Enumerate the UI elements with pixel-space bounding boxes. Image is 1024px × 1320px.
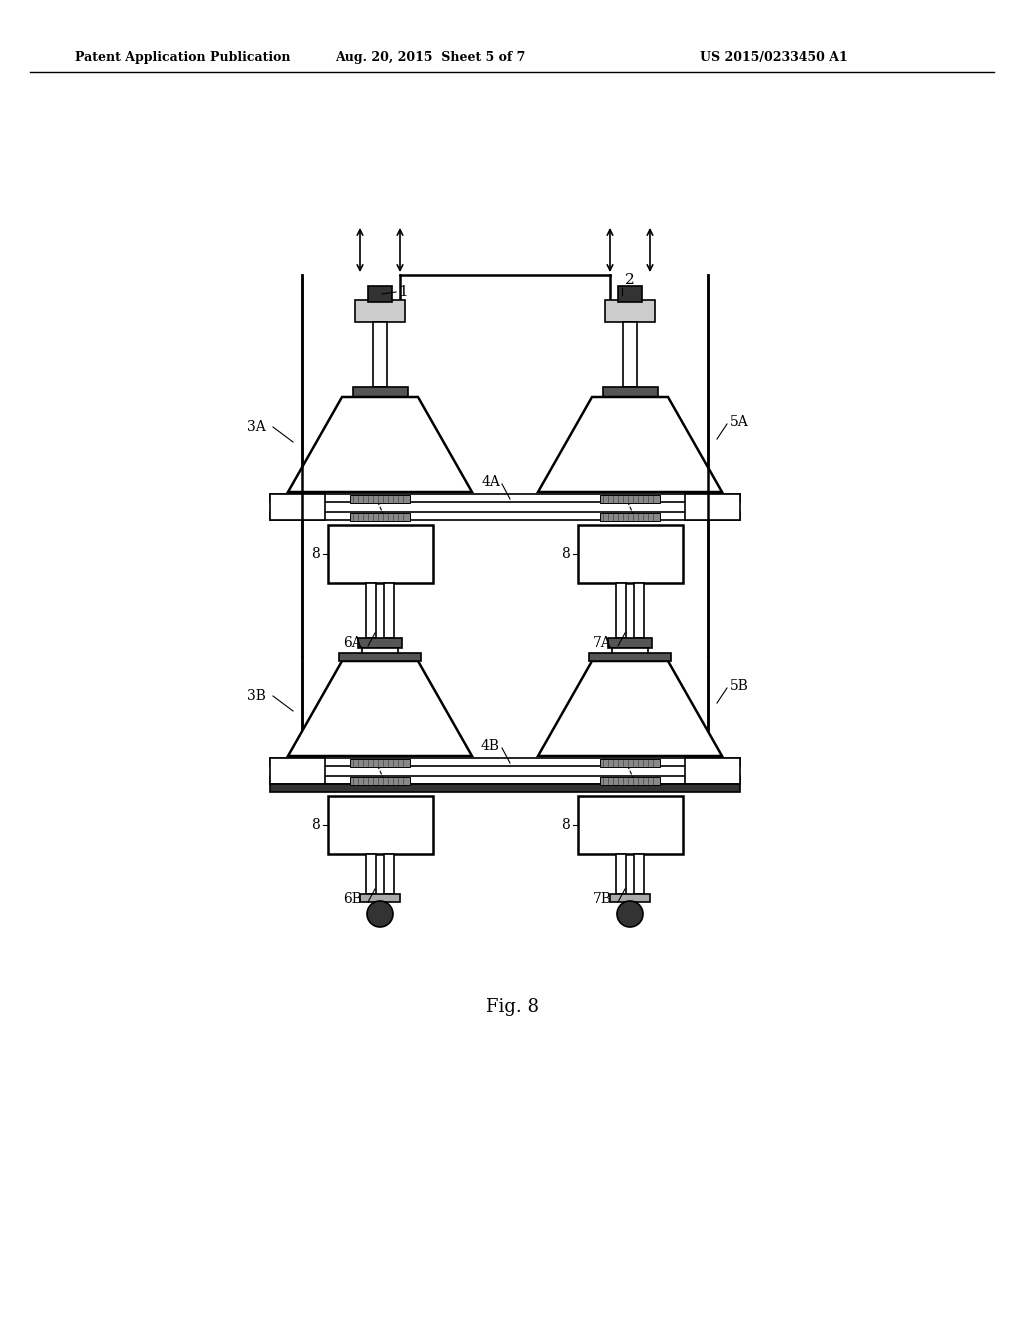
- Bar: [610, 894, 650, 902]
- Polygon shape: [538, 661, 722, 756]
- Polygon shape: [288, 397, 472, 492]
- Bar: [608, 638, 652, 648]
- Circle shape: [617, 902, 643, 927]
- Bar: [602, 387, 657, 397]
- Text: 8: 8: [310, 818, 319, 832]
- Polygon shape: [538, 397, 722, 492]
- Bar: [634, 583, 644, 638]
- Bar: [605, 300, 655, 322]
- Text: 4B: 4B: [481, 739, 500, 752]
- Bar: [612, 648, 648, 656]
- Bar: [328, 796, 432, 854]
- Bar: [358, 638, 402, 648]
- Text: Patent Application Publication: Patent Application Publication: [75, 51, 291, 65]
- Text: 6B: 6B: [343, 892, 362, 906]
- Bar: [600, 495, 660, 503]
- Text: 2: 2: [625, 273, 635, 286]
- Bar: [350, 759, 410, 767]
- Bar: [685, 758, 740, 784]
- Bar: [685, 494, 740, 520]
- Bar: [578, 525, 683, 583]
- Text: 8: 8: [561, 546, 569, 561]
- Text: 3B: 3B: [247, 689, 266, 704]
- Polygon shape: [288, 661, 472, 756]
- Text: Aug. 20, 2015  Sheet 5 of 7: Aug. 20, 2015 Sheet 5 of 7: [335, 51, 525, 65]
- Text: 4A: 4A: [481, 475, 500, 488]
- Bar: [384, 583, 394, 638]
- Text: 1: 1: [398, 285, 408, 300]
- Text: 8: 8: [561, 818, 569, 832]
- Bar: [350, 495, 410, 503]
- Bar: [339, 653, 421, 661]
- Bar: [270, 494, 325, 520]
- Text: Fig. 8: Fig. 8: [485, 998, 539, 1016]
- Text: 8: 8: [310, 546, 319, 561]
- Bar: [616, 854, 626, 894]
- Bar: [355, 300, 406, 322]
- Bar: [368, 286, 392, 302]
- Text: 6A: 6A: [343, 636, 362, 649]
- Text: 7B: 7B: [593, 892, 612, 906]
- Bar: [270, 758, 740, 766]
- Bar: [589, 653, 671, 661]
- Bar: [366, 854, 376, 894]
- Bar: [270, 784, 740, 792]
- Bar: [600, 513, 660, 521]
- Bar: [600, 777, 660, 785]
- Text: 5A: 5A: [730, 414, 749, 429]
- Bar: [373, 322, 387, 387]
- Bar: [362, 648, 398, 656]
- Bar: [270, 512, 740, 520]
- Bar: [634, 854, 644, 894]
- Text: US 2015/0233450 A1: US 2015/0233450 A1: [700, 51, 848, 65]
- Bar: [578, 796, 683, 854]
- Bar: [350, 777, 410, 785]
- Text: 5B: 5B: [730, 678, 749, 693]
- Bar: [618, 286, 642, 302]
- Bar: [270, 758, 325, 784]
- Bar: [616, 583, 626, 638]
- Bar: [623, 322, 637, 387]
- Bar: [360, 894, 400, 902]
- Bar: [350, 513, 410, 521]
- Text: 3A: 3A: [247, 420, 266, 434]
- Bar: [384, 854, 394, 894]
- Bar: [270, 494, 740, 502]
- Bar: [600, 759, 660, 767]
- Text: 7A: 7A: [593, 636, 612, 649]
- Bar: [366, 583, 376, 638]
- Bar: [328, 525, 432, 583]
- Bar: [352, 387, 408, 397]
- Circle shape: [367, 902, 393, 927]
- Bar: [270, 776, 740, 784]
